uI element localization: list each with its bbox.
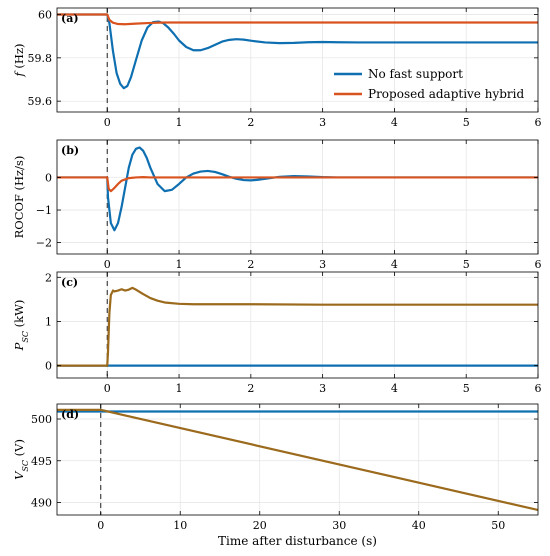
axes-frame xyxy=(56,403,539,516)
y-tick-label: 495 xyxy=(31,455,52,468)
series-line-no-fast-support xyxy=(57,146,538,232)
panel-label: (c) xyxy=(61,276,78,289)
legend: No fast support Proposed adaptive hybrid xyxy=(334,67,524,101)
series-line-proposed-adaptive-hybrid xyxy=(57,408,538,512)
series-line-proposed-adaptive-hybrid xyxy=(57,286,538,367)
x-tick-label: 5 xyxy=(463,116,470,129)
y-tick-label: 0 xyxy=(45,360,52,373)
y-axis-label: PSC (kW) xyxy=(12,300,30,352)
panel-3: 0 1 2 3 4 5 6 0 1 2 (c) PSC (kW) xyxy=(12,271,542,395)
x-tick-label: 1 xyxy=(176,382,183,395)
x-tick-label: 2 xyxy=(247,258,254,271)
y-label-subscript: SC xyxy=(21,331,30,343)
x-tick-label: 0 xyxy=(104,258,111,271)
y-label-unit: (V) xyxy=(12,439,26,460)
x-tick-label: 50 xyxy=(491,519,505,532)
series-group xyxy=(57,13,538,90)
x-tick-label: 4 xyxy=(391,382,398,395)
series-line-no-fast-support xyxy=(57,13,538,90)
y-label-unit: (kW) xyxy=(12,300,26,331)
y-label-unit: (Hz/s) xyxy=(12,156,26,195)
panel-label: (a) xyxy=(61,12,79,25)
x-tick-label: 0 xyxy=(104,382,111,395)
y-tick-label: 500 xyxy=(31,413,52,426)
legend-label: Proposed adaptive hybrid xyxy=(368,87,524,101)
x-tick-label: 6 xyxy=(535,258,542,271)
y-tick-label: 59.6 xyxy=(28,95,53,108)
y-tick-label: 60 xyxy=(38,9,52,22)
panel-2: 0 1 2 3 4 5 6 −2 −1 0 (b) ROCOF (Hz/s) xyxy=(12,139,542,271)
x-tick-label: 20 xyxy=(253,519,267,532)
x-tick-label: 2 xyxy=(247,116,254,129)
y-tick-label: 1 xyxy=(45,315,52,328)
y-label-symbol: V xyxy=(12,470,26,480)
x-tick-label: 0 xyxy=(104,116,111,129)
y-label-subscript: SC xyxy=(21,460,30,472)
x-tick-label: 1 xyxy=(176,116,183,129)
x-tick-label: 6 xyxy=(535,382,542,395)
x-tick-label: 5 xyxy=(463,382,470,395)
series-group xyxy=(57,286,538,367)
y-label-unit: (Hz) xyxy=(12,44,26,73)
y-label-symbol: ROCOF xyxy=(12,194,26,238)
y-tick-label: 0 xyxy=(45,171,52,184)
panel-1: 0 1 2 3 4 5 6 59.6 59.8 60 (a) f (Hz) No fast suppor… xyxy=(12,7,542,129)
x-tick-label: 4 xyxy=(391,116,398,129)
panel-label: (b) xyxy=(61,144,79,157)
y-label-symbol: f xyxy=(12,70,26,77)
x-tick-label: 30 xyxy=(332,519,346,532)
x-tick-label: 40 xyxy=(412,519,426,532)
y-tick-label: 2 xyxy=(45,271,52,284)
x-tick-label: 1 xyxy=(176,258,183,271)
axes-frame xyxy=(56,139,539,255)
series-line-proposed-adaptive-hybrid xyxy=(57,13,538,26)
x-tick-label: 4 xyxy=(391,258,398,271)
series-group xyxy=(57,408,538,512)
y-label-symbol: P xyxy=(12,342,26,351)
y-tick-label: −1 xyxy=(36,204,52,217)
axes-frame xyxy=(56,7,539,113)
x-tick-label: 3 xyxy=(319,258,326,271)
y-axis-label: ROCOF (Hz/s) xyxy=(12,156,26,239)
x-tick-label: 3 xyxy=(319,382,326,395)
x-tick-label: 3 xyxy=(319,116,326,129)
x-tick-label: 0 xyxy=(97,519,104,532)
x-tick-label: 6 xyxy=(535,116,542,129)
x-axis-label: Time after disturbance (s) xyxy=(218,534,377,548)
y-tick-label: 59.8 xyxy=(28,52,53,65)
y-axis-label: f (Hz) xyxy=(12,44,26,78)
x-tick-label: 2 xyxy=(247,382,254,395)
panel-4: 0 10 20 30 40 50 490 495 500 (d) VSC (V) Time after… xyxy=(12,403,539,548)
panel-label: (d) xyxy=(61,408,79,421)
series-line-proposed-adaptive-hybrid xyxy=(57,176,538,193)
series-group xyxy=(57,146,538,232)
y-tick-label: 490 xyxy=(31,496,52,509)
axes-frame xyxy=(56,271,539,379)
y-tick-label: −2 xyxy=(36,237,52,250)
x-tick-label: 10 xyxy=(173,519,187,532)
y-axis-label: VSC (V) xyxy=(12,439,30,480)
legend-label: No fast support xyxy=(368,67,463,81)
x-tick-label: 5 xyxy=(463,258,470,271)
